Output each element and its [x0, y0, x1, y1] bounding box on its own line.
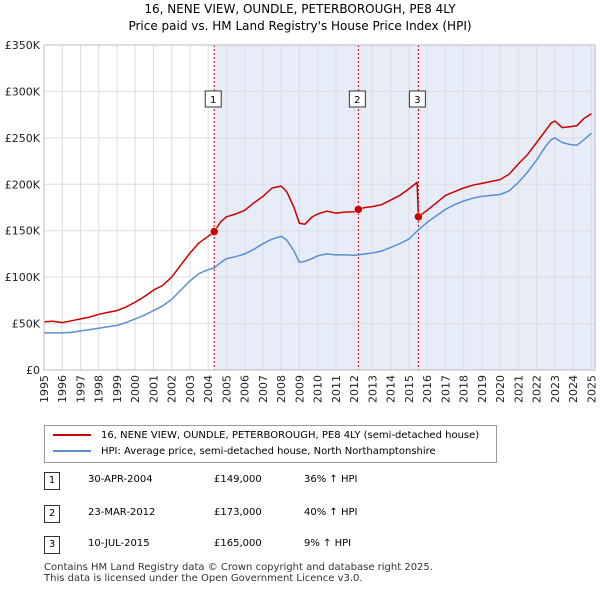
y-tick-label: £350K: [5, 39, 41, 52]
x-tick-label: 2021: [512, 375, 525, 403]
footer: Contains HM Land Registry data © Crown c…: [44, 562, 433, 584]
chart-title: 16, NENE VIEW, OUNDLE, PETERBOROUGH, PE8…: [144, 2, 456, 16]
sale-marker-label: 2: [354, 95, 360, 106]
legend-property: 16, NENE VIEW, OUNDLE, PETERBOROUGH, PE8…: [53, 429, 479, 443]
sale-date: 30-APR-2004: [88, 474, 153, 485]
property-price-line: [43, 113, 592, 324]
x-tick-label: 2007: [257, 375, 270, 403]
legend-property-swatch: [53, 434, 91, 436]
x-tick-label: 2008: [275, 375, 288, 403]
x-tick-label: 2003: [184, 375, 197, 403]
x-tick-label: 2001: [147, 375, 160, 403]
sale-date: 23-MAR-2012: [88, 507, 156, 518]
sale-number: 1: [44, 472, 60, 490]
sale-date: 10-JUL-2015: [88, 538, 150, 549]
x-tick-label: 2024: [567, 375, 580, 403]
sale-hpi-diff: 40% ↑ HPI: [304, 507, 358, 518]
x-tick-label: 2018: [458, 375, 471, 403]
sale-number: 2: [44, 505, 60, 523]
sale-point: [414, 212, 423, 222]
legend-hpi-swatch: [53, 450, 91, 452]
x-tick-label: 2023: [549, 375, 562, 403]
y-tick-label: £200K: [5, 178, 41, 191]
x-tick-label: 2010: [312, 375, 325, 403]
x-tick-label: 1995: [38, 375, 51, 403]
x-tick-label: 2012: [348, 375, 361, 403]
sale-hpi-diff: 9% ↑ HPI: [304, 538, 352, 549]
x-tick-label: 2020: [494, 375, 507, 403]
sale-number: 3: [44, 536, 60, 554]
x-tick-label: 1997: [74, 375, 87, 403]
x-tick-label: 2015: [403, 375, 416, 403]
sale-price: £165,000: [214, 538, 262, 549]
y-tick-label: £250K: [5, 132, 41, 145]
legend-hpi: HPI: Average price, semi-detached house,…: [53, 445, 436, 459]
sale-point: [209, 227, 219, 236]
x-tick-label: 2002: [166, 375, 179, 403]
x-tick-label: 2000: [129, 375, 142, 403]
sale-price: £149,000: [214, 474, 262, 485]
x-tick-label: 2017: [439, 375, 452, 403]
chart-legend: 16, NENE VIEW, OUNDLE, PETERBOROUGH, PE8…: [44, 425, 497, 463]
sale-marker-box: [408, 90, 426, 108]
x-tick-label: 2022: [531, 375, 544, 403]
shaded-region: [214, 45, 595, 370]
x-tick-label: 2005: [220, 375, 233, 403]
x-tick-label: 2009: [293, 375, 306, 403]
sale-point: [354, 205, 363, 214]
sale-hpi-diff: 36% ↑ HPI: [304, 474, 358, 485]
x-tick-label: 2011: [330, 375, 343, 403]
x-tick-label: 1998: [93, 375, 106, 403]
sale-row: 3 10-JUL-2015 £165,000 9% ↑ HPI: [44, 536, 444, 558]
x-tick-label: 2014: [385, 375, 398, 403]
x-tick-label: 2016: [421, 375, 434, 403]
footer-line-2: This data is licensed under the Open Gov…: [44, 573, 363, 584]
sale-marker-label: 3: [414, 95, 420, 106]
legend-property-label: 16, NENE VIEW, OUNDLE, PETERBOROUGH, PE8…: [101, 430, 480, 441]
price-chart: 1 2 3 £0 £50K £100K £150K £200K £250K £300K £350K…: [5, 39, 599, 403]
sale-marker-label: 1: [210, 95, 216, 106]
sale-price: £173,000: [214, 507, 262, 518]
legend-hpi-label: HPI: Average price, semi-detached house,…: [101, 446, 436, 457]
sale-row: 1 30-APR-2004 £149,000 36% ↑ HPI: [44, 472, 444, 494]
x-tick-label: 1996: [56, 375, 69, 403]
y-tick-label: £150K: [5, 225, 41, 238]
hpi-line: [44, 132, 592, 334]
sale-marker-box: [204, 90, 222, 108]
x-tick-label: 2019: [476, 375, 489, 403]
x-tick-label: 2004: [202, 375, 215, 403]
footer-line-1: Contains HM Land Registry data © Crown c…: [44, 562, 433, 573]
y-tick-label: £100K: [5, 271, 41, 284]
x-tick-label: 2025: [585, 375, 598, 403]
x-tick-label: 1999: [111, 375, 124, 403]
y-tick-label: £50K: [12, 318, 41, 331]
sale-row: 2 23-MAR-2012 £173,000 40% ↑ HPI: [44, 505, 444, 527]
x-tick-label: 2006: [239, 375, 252, 403]
y-tick-label: £300K: [5, 85, 41, 98]
plot-border: [43, 44, 596, 371]
chart-subtitle: Price paid vs. HM Land Registry's House …: [128, 19, 472, 33]
y-tick-label: £0: [26, 364, 40, 377]
x-tick-label: 2013: [366, 375, 379, 403]
sale-marker-box: [348, 90, 366, 108]
